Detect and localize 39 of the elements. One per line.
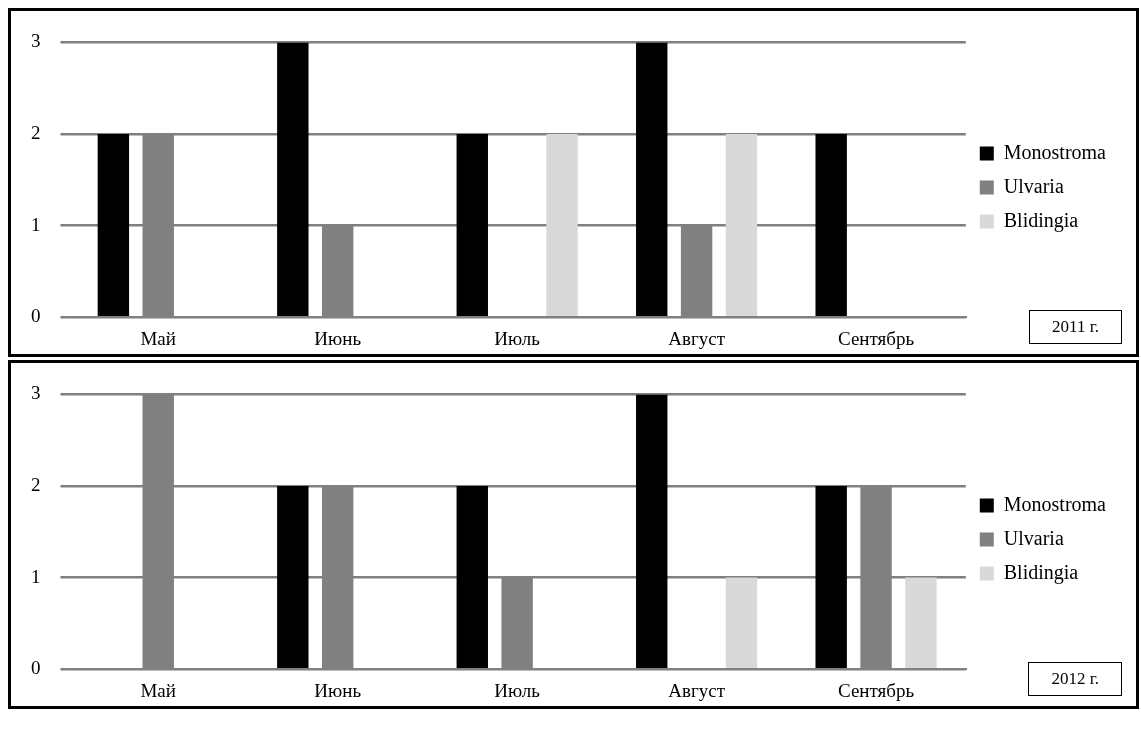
- y-tick-label: 3: [31, 382, 41, 404]
- legend-label: Monostroma: [1003, 492, 1107, 515]
- x-tick-label: Июнь: [314, 679, 362, 701]
- text: 2012 г.: [1028, 662, 1122, 696]
- x-tick-label: Июнь: [314, 327, 362, 349]
- y-tick-label: 2: [31, 473, 41, 495]
- bar: [725, 134, 758, 316]
- legend-label: Ulvaria: [1003, 526, 1064, 549]
- bar: [456, 486, 488, 668]
- bar: [546, 134, 578, 316]
- x-tick-label: Май: [140, 327, 176, 349]
- bar: [277, 486, 309, 668]
- legend-label: Monostroma: [1003, 140, 1107, 163]
- x-tick-label: Июль: [494, 327, 541, 349]
- x-tick-label: Май: [140, 679, 176, 701]
- bar: [636, 42, 668, 316]
- legend-label: Blidingia: [1003, 560, 1079, 584]
- bar: [905, 577, 937, 668]
- text: 2011 г.: [1029, 310, 1122, 344]
- legend-label: Ulvaria: [1003, 174, 1064, 197]
- x-tick-label: Август: [668, 679, 726, 701]
- bar: [97, 134, 130, 316]
- y-tick-label: 3: [31, 30, 41, 52]
- y-tick-label: 0: [31, 657, 41, 679]
- bar: [725, 577, 758, 668]
- legend-label: Blidingia: [1003, 208, 1079, 232]
- bar: [277, 42, 309, 316]
- bar: [636, 394, 668, 668]
- y-tick-label: 1: [31, 213, 41, 235]
- bar: [456, 134, 488, 316]
- y-tick-label: 2: [31, 121, 41, 143]
- x-tick-label: Июль: [494, 679, 541, 701]
- bar: [815, 134, 847, 316]
- x-tick-label: Сентябрь: [837, 679, 915, 701]
- x-tick-label: Август: [668, 327, 726, 349]
- x-tick-label: Сентябрь: [837, 327, 915, 349]
- y-tick-label: 0: [31, 305, 41, 327]
- y-tick-label: 1: [31, 565, 41, 587]
- bar: [815, 486, 847, 668]
